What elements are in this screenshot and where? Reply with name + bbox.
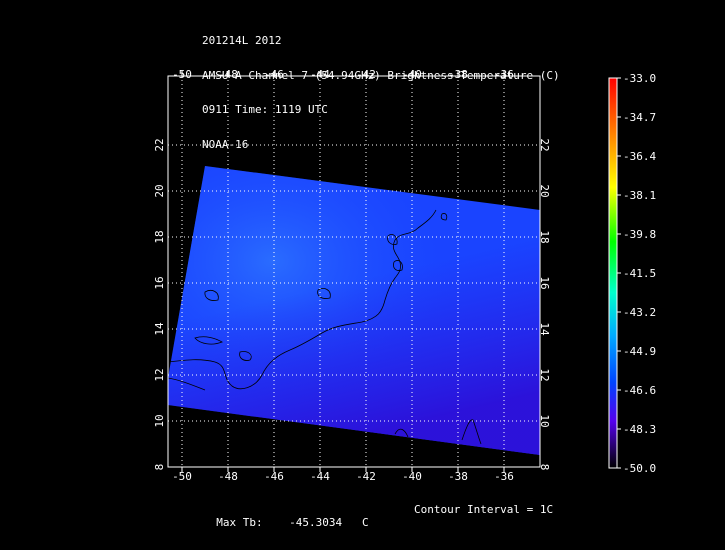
lat-tick-label: 14: [538, 322, 551, 336]
lon-tick-label: -40: [402, 470, 422, 483]
colorbar-label: -34.7: [623, 111, 656, 124]
contour-interval-readout: Contour Interval = 1C: [414, 503, 554, 516]
lat-tick-label: 20: [153, 184, 166, 197]
map-title: 201214L 2012 AMSU-A Channel 7 (54.94GHz)…: [202, 12, 560, 162]
contour-line: [168, 209, 437, 390]
max-tb-unit: C: [361, 516, 369, 529]
colorbar-label: -48.3: [623, 423, 656, 436]
contour-line: [440, 213, 448, 221]
contour-line: [194, 336, 223, 345]
lon-tick-label: -38: [448, 68, 468, 81]
lat-tick-label: 8: [538, 464, 551, 471]
lon-tick-label: -48: [218, 68, 238, 81]
contour-line: [317, 288, 331, 299]
lon-tick-label: -44: [310, 68, 330, 81]
max-tb-label: Max Tb:: [216, 516, 263, 529]
title-line-satellite: NOAA-16: [202, 137, 249, 151]
colorbar-label: -44.9: [623, 345, 656, 358]
title-line-time: 0911 Time: 1119 UTC: [202, 103, 328, 116]
lon-tick-label: -36: [494, 68, 514, 81]
colorbar-label: -46.6: [623, 384, 656, 397]
lat-tick-label: 12: [538, 368, 551, 381]
contour-line: [393, 260, 403, 271]
colorbar-label: -39.8: [623, 228, 656, 241]
lat-tick-label: 10: [538, 414, 551, 427]
lon-tick-label: -50: [172, 470, 192, 483]
contour-line: [239, 351, 252, 361]
lat-tick-label: 10: [153, 414, 166, 427]
lon-tick-label: -36: [494, 470, 514, 483]
lat-tick-label: 16: [538, 276, 551, 289]
map-frame: [167, 75, 541, 468]
contour-line: [387, 234, 398, 245]
max-tb-readout: Max Tb: -45.3034 C: [203, 503, 369, 529]
colorbar-label: -38.1: [623, 189, 656, 202]
contour-line: [461, 419, 482, 445]
lat-tick-label: 14: [153, 322, 166, 336]
contour-lines: [168, 209, 482, 445]
lon-labels-top: -50 -48 -46 -44 -42 -40 -38 -36: [172, 68, 514, 81]
lon-tick-label: -42: [356, 470, 376, 483]
lat-tick-label: 8: [153, 464, 166, 471]
colorbar-gradient: [608, 77, 618, 469]
contour-line: [204, 290, 219, 301]
lon-tick-label: -40: [402, 68, 422, 81]
lat-tick-label: 12: [153, 368, 166, 381]
lat-tick-label: 16: [153, 276, 166, 289]
colorbar-label: -50.0: [623, 462, 656, 475]
colorbar-label: -33.0: [623, 72, 656, 85]
lon-tick-label: -42: [356, 68, 376, 81]
lon-labels-bottom: -50 -48 -46 -44 -42 -40 -38 -36: [172, 470, 514, 483]
lat-tick-label: 22: [153, 138, 166, 151]
lon-tick-label: -38: [448, 470, 468, 483]
swath-dark-region: [168, 166, 540, 455]
lat-tick-label: 18: [538, 230, 551, 243]
lon-tick-label: -50: [172, 68, 192, 81]
lat-tick-label: 18: [153, 230, 166, 243]
lon-tick-label: -46: [264, 68, 284, 81]
contour-line: [168, 377, 206, 391]
colorbar: -33.0 -34.7 -36.4 -38.1 -39.8 -41.5 -43.…: [608, 72, 656, 475]
lat-tick-label: 20: [538, 184, 551, 197]
title-line-channel: AMSU-A Channel 7 (54.94GHz) Brightness T…: [202, 68, 560, 82]
title-line-date: 201214L 2012: [202, 34, 282, 47]
lon-tick-label: -48: [218, 470, 238, 483]
lat-labels-right: 8 10 12 14 16 18 20 22: [538, 138, 551, 470]
lon-tick-label: -44: [310, 470, 330, 483]
tick-marks: [181, 71, 505, 472]
colorbar-label: -36.4: [623, 150, 656, 163]
contour-line: [394, 428, 409, 438]
lat-labels-left: 8 10 12 14 16 18 20 22: [153, 138, 166, 470]
lon-tick-label: -46: [264, 470, 284, 483]
max-tb-value: -45.3034: [289, 516, 343, 529]
lat-tick-label: 22: [538, 138, 551, 151]
colorbar-label: -43.2: [623, 306, 656, 319]
colorbar-label: -41.5: [623, 267, 656, 280]
